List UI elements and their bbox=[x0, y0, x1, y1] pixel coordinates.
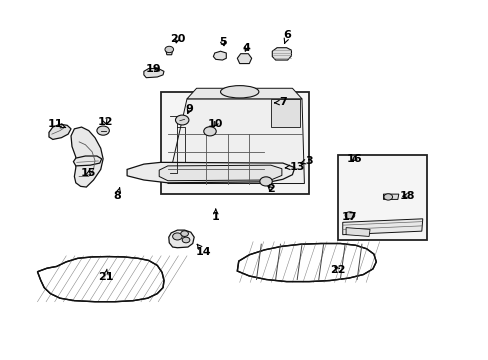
Polygon shape bbox=[342, 219, 422, 235]
Polygon shape bbox=[383, 194, 398, 199]
Ellipse shape bbox=[220, 86, 258, 98]
Text: 18: 18 bbox=[399, 191, 414, 201]
Polygon shape bbox=[272, 48, 291, 60]
Text: 1: 1 bbox=[211, 209, 219, 222]
Text: 6: 6 bbox=[283, 30, 291, 43]
Text: 12: 12 bbox=[98, 117, 113, 127]
Circle shape bbox=[97, 126, 109, 135]
Circle shape bbox=[182, 237, 189, 243]
Text: 11: 11 bbox=[47, 118, 66, 129]
Polygon shape bbox=[168, 230, 194, 248]
FancyBboxPatch shape bbox=[337, 155, 426, 240]
Text: 13: 13 bbox=[285, 162, 305, 172]
Polygon shape bbox=[237, 54, 251, 64]
Text: 16: 16 bbox=[346, 154, 362, 164]
Text: 14: 14 bbox=[196, 244, 211, 257]
Polygon shape bbox=[167, 99, 304, 184]
Polygon shape bbox=[127, 162, 294, 183]
Text: 22: 22 bbox=[329, 265, 345, 275]
Text: 9: 9 bbox=[185, 104, 193, 114]
Text: 10: 10 bbox=[207, 118, 223, 129]
Text: 8: 8 bbox=[113, 188, 121, 201]
Text: 5: 5 bbox=[219, 37, 226, 48]
Polygon shape bbox=[143, 68, 163, 78]
Circle shape bbox=[175, 115, 188, 125]
Circle shape bbox=[259, 177, 272, 186]
Circle shape bbox=[172, 233, 182, 240]
Circle shape bbox=[181, 231, 188, 237]
Polygon shape bbox=[73, 156, 102, 166]
FancyBboxPatch shape bbox=[160, 92, 308, 194]
Polygon shape bbox=[186, 88, 302, 99]
Polygon shape bbox=[165, 49, 172, 55]
Circle shape bbox=[345, 212, 354, 219]
Polygon shape bbox=[49, 124, 71, 139]
Text: 15: 15 bbox=[81, 168, 96, 178]
Circle shape bbox=[383, 194, 392, 200]
Text: 20: 20 bbox=[169, 34, 185, 44]
Circle shape bbox=[164, 46, 173, 53]
Text: 4: 4 bbox=[243, 43, 250, 53]
Text: 21: 21 bbox=[98, 269, 113, 282]
Polygon shape bbox=[346, 228, 369, 237]
Polygon shape bbox=[270, 99, 299, 127]
Text: 17: 17 bbox=[341, 212, 356, 222]
Polygon shape bbox=[71, 127, 103, 187]
Text: 2: 2 bbox=[266, 184, 274, 194]
Circle shape bbox=[203, 127, 216, 136]
Text: 7: 7 bbox=[274, 98, 286, 107]
Polygon shape bbox=[237, 243, 376, 282]
Polygon shape bbox=[213, 51, 226, 60]
Text: 19: 19 bbox=[145, 64, 161, 74]
Polygon shape bbox=[159, 165, 281, 181]
Polygon shape bbox=[38, 257, 163, 302]
Text: 3: 3 bbox=[300, 156, 312, 166]
